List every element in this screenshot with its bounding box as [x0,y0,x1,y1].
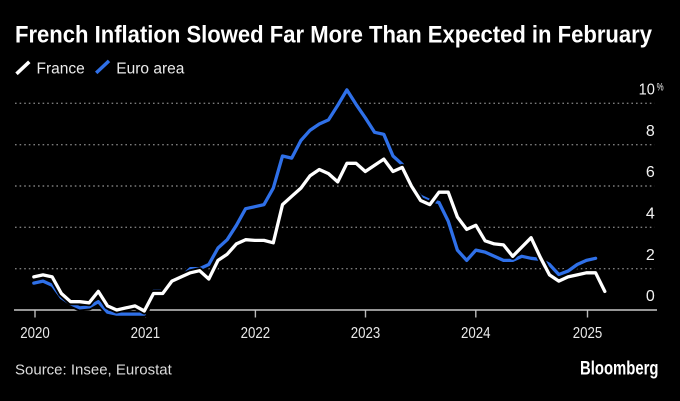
svg-text:Euro area: Euro area [116,61,184,78]
svg-text:Source: Insee, Eurostat: Source: Insee, Eurostat [15,362,173,379]
svg-text:%: % [657,81,664,93]
svg-text:4: 4 [646,205,655,222]
svg-text:2023: 2023 [351,325,381,342]
svg-text:2021: 2021 [131,325,161,342]
svg-text:French Inflation Slowed Far Mo: French Inflation Slowed Far More Than Ex… [15,22,653,49]
svg-text:France: France [37,61,85,78]
svg-text:10: 10 [639,82,655,99]
svg-text:2: 2 [646,247,655,264]
svg-text:8: 8 [646,123,655,140]
svg-text:Bloomberg: Bloomberg [580,358,659,380]
svg-text:0: 0 [646,288,655,305]
svg-text:2024: 2024 [461,325,491,342]
svg-text:2022: 2022 [241,325,271,342]
svg-text:2020: 2020 [20,325,50,342]
svg-text:2025: 2025 [573,325,603,342]
svg-text:6: 6 [646,164,655,181]
